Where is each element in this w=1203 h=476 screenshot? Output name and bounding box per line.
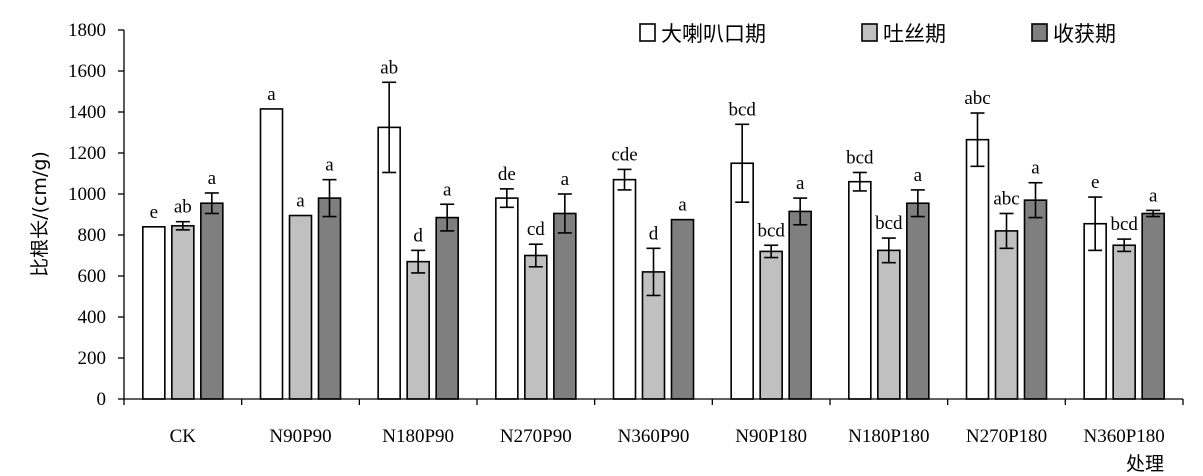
- significance-label: cde: [611, 144, 637, 165]
- x-category-label: CK: [170, 426, 197, 447]
- y-tick-label: 0: [97, 389, 107, 410]
- significance-label: abc: [964, 88, 990, 109]
- bar: [259, 108, 284, 400]
- y-axis: 0 200 400 600 800 1000 1200 1400 1600 1800: [68, 20, 125, 410]
- significance-label: abc: [993, 188, 1019, 209]
- legend-swatch: [861, 23, 878, 42]
- significance-label: ab: [174, 197, 192, 218]
- legend-swatch: [1031, 23, 1048, 42]
- bar: [406, 260, 430, 400]
- y-tick-label: 400: [78, 307, 107, 328]
- legend-label: 收获期: [1053, 22, 1116, 46]
- significance-label: a: [561, 169, 570, 190]
- bar: [877, 249, 901, 400]
- bar: [317, 197, 342, 400]
- error-bars: [175, 81, 1161, 297]
- bar: [435, 216, 459, 400]
- significance-label: a: [325, 155, 334, 176]
- x-axis: CK N90P90 N180P90 N270P90 N360P90 N90P180 N180…: [123, 398, 1184, 447]
- x-category-label: N360P90: [618, 426, 690, 447]
- bar: [670, 218, 695, 400]
- significance-label: cd: [527, 219, 545, 240]
- significance-label: a: [1149, 185, 1158, 206]
- significance-label: d: [413, 225, 423, 246]
- significance-label: a: [296, 191, 305, 212]
- legend: 大喇叭口期 吐丝期 收获期: [639, 22, 1116, 46]
- y-tick-label: 1600: [68, 61, 106, 82]
- bar: [965, 138, 990, 400]
- significance-label: a: [443, 179, 452, 200]
- bar: [1023, 199, 1048, 400]
- bar: [200, 202, 224, 400]
- bar: [994, 230, 1019, 400]
- significance-label: a: [208, 168, 217, 189]
- significance-label: e: [150, 202, 158, 223]
- significance-label: ab: [380, 57, 398, 78]
- bar: [759, 250, 783, 400]
- significance-labels: e abaaaaabdadecdacdedabcdbcdabcdbcdaabcab…: [150, 57, 1158, 246]
- significance-label: a: [1031, 158, 1040, 179]
- bar: [848, 180, 872, 400]
- bar: [171, 224, 195, 400]
- legend-swatch: [639, 23, 656, 42]
- legend-label: 大喇叭口期: [661, 22, 766, 46]
- significance-label: a: [267, 84, 276, 105]
- y-tick-label: 800: [78, 225, 107, 246]
- y-tick-label: 1200: [68, 143, 106, 164]
- significance-label: a: [914, 165, 923, 186]
- x-axis-title: 处理: [1126, 453, 1164, 475]
- x-category-label: N180P90: [382, 426, 454, 447]
- bar: [788, 210, 812, 400]
- x-category-label: N270P90: [500, 426, 572, 447]
- bar: [1112, 244, 1136, 400]
- y-tick-label: 200: [78, 348, 107, 369]
- y-tick-label: 1000: [68, 184, 106, 205]
- significance-label: bcd: [875, 213, 903, 234]
- bar: [906, 202, 930, 400]
- x-category-label: N180P180: [848, 426, 929, 447]
- significance-label: d: [649, 223, 659, 244]
- significance-label: bcd: [757, 220, 785, 241]
- x-category-label: N360P180: [1084, 426, 1165, 447]
- significance-label: de: [498, 164, 516, 185]
- bar: [524, 254, 548, 400]
- significance-label: bcd: [1110, 214, 1138, 235]
- significance-label: bcd: [728, 99, 756, 120]
- bar: [142, 226, 166, 400]
- significance-label: a: [796, 173, 805, 194]
- y-axis-title: 比根长/(cm/g): [29, 151, 51, 277]
- x-category-label: N270P180: [966, 426, 1047, 447]
- significance-label: bcd: [846, 147, 874, 168]
- bar: [495, 197, 519, 400]
- bar: [612, 178, 637, 400]
- significance-label: e: [1091, 172, 1099, 193]
- y-tick-label: 600: [78, 266, 107, 287]
- y-tick-label: 1800: [68, 20, 106, 41]
- x-category-label: N90P90: [269, 426, 331, 447]
- bar: [1141, 212, 1165, 400]
- bar: [553, 212, 577, 400]
- legend-label: 吐丝期: [883, 22, 946, 46]
- y-tick-label: 1400: [68, 102, 106, 123]
- bar: [288, 214, 313, 400]
- x-category-label: N90P180: [735, 426, 807, 447]
- significance-label: a: [678, 195, 687, 216]
